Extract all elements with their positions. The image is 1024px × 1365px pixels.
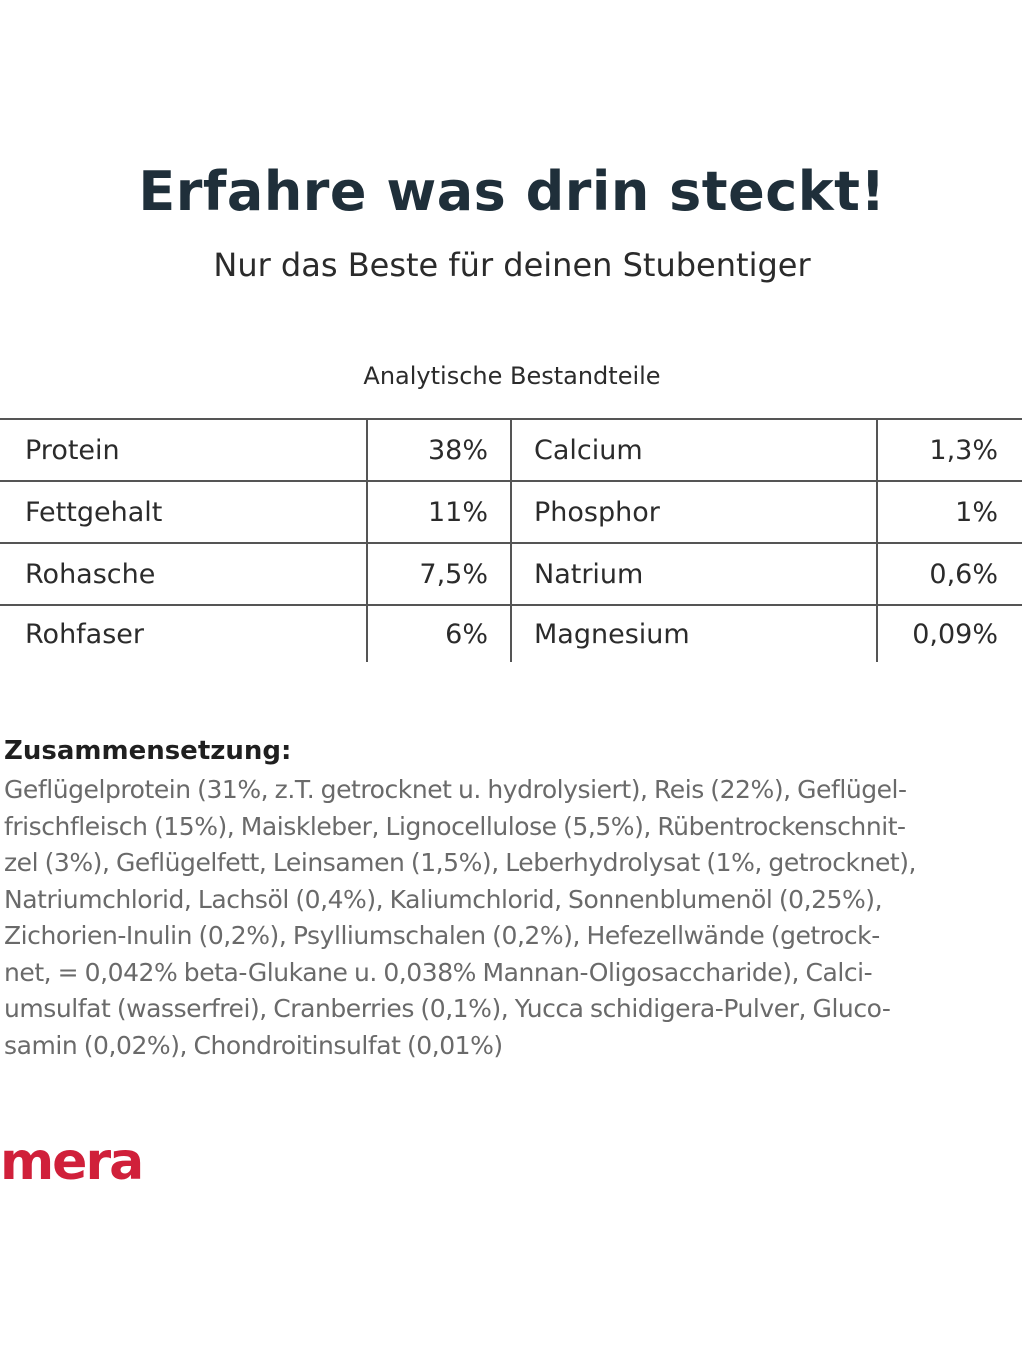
nutrient-name: Phosphor (510, 480, 877, 543)
analysis-table: Protein 38% Calcium 1,3% Fettgehalt 11% … (0, 418, 1022, 662)
nutrient-name: Rohasche (0, 542, 367, 605)
composition-heading: Zusammensetzung: (4, 736, 292, 766)
nutrient-value: 0,6% (876, 542, 1022, 605)
composition-line: samin (0,02%), Chondroitinsulfat (0,01%) (4, 1030, 503, 1060)
composition-line: frischfleisch (15%), Maiskleber, Lignoce… (4, 811, 906, 841)
nutrient-name: Rohfaser (0, 604, 367, 662)
composition-line: Zichorien-Inulin (0,2%), Psylliumschalen… (4, 921, 880, 950)
composition-ingredients: Geflügelprotein (31%, z.T. getrocknet u.… (4, 772, 1022, 1064)
composition-line: umsulfat (wasserfrei), Cranberries (0,1%… (4, 994, 891, 1023)
composition-line: zel (3%), Geflügelfett, Leinsamen (1,5%)… (4, 848, 917, 877)
table-row: Fettgehalt 11% Phosphor 1% (0, 480, 1022, 543)
nutrient-name: Fettgehalt (0, 480, 367, 543)
nutrient-name: Protein (0, 418, 367, 481)
table-row: Rohasche 7,5% Natrium 0,6% (0, 542, 1022, 605)
table-row: Rohfaser 6% Magnesium 0,09% (0, 604, 1022, 662)
page-subtitle: Nur das Beste für deinen Stubentiger (213, 246, 811, 284)
nutrient-name: Calcium (510, 418, 877, 481)
analysis-table-caption: Analytische Bestandteile (363, 362, 661, 390)
composition-line: Geflügelprotein (31%, z.T. getrocknet u.… (4, 775, 907, 804)
page-title: Erfahre was drin steckt! (138, 160, 886, 223)
nutrient-value: 6% (366, 604, 511, 662)
table-row: Protein 38% Calcium 1,3% (0, 418, 1022, 481)
nutrient-value: 0,09% (876, 604, 1022, 662)
composition-line: net, = 0,042% beta-Glukane u. 0,038% Man… (4, 957, 873, 987)
nutrient-name: Natrium (510, 542, 877, 605)
nutrient-value: 7,5% (366, 542, 511, 605)
nutrient-value: 1,3% (876, 418, 1022, 481)
nutrient-value: 1% (876, 480, 1022, 543)
nutrient-value: 11% (366, 480, 511, 543)
composition-line: Natriumchlorid, Lachsöl (0,4%), Kaliumch… (4, 884, 883, 914)
nutrient-name: Magnesium (510, 604, 877, 662)
nutrient-value: 38% (366, 418, 511, 481)
brand-logo: mera (0, 1132, 144, 1192)
